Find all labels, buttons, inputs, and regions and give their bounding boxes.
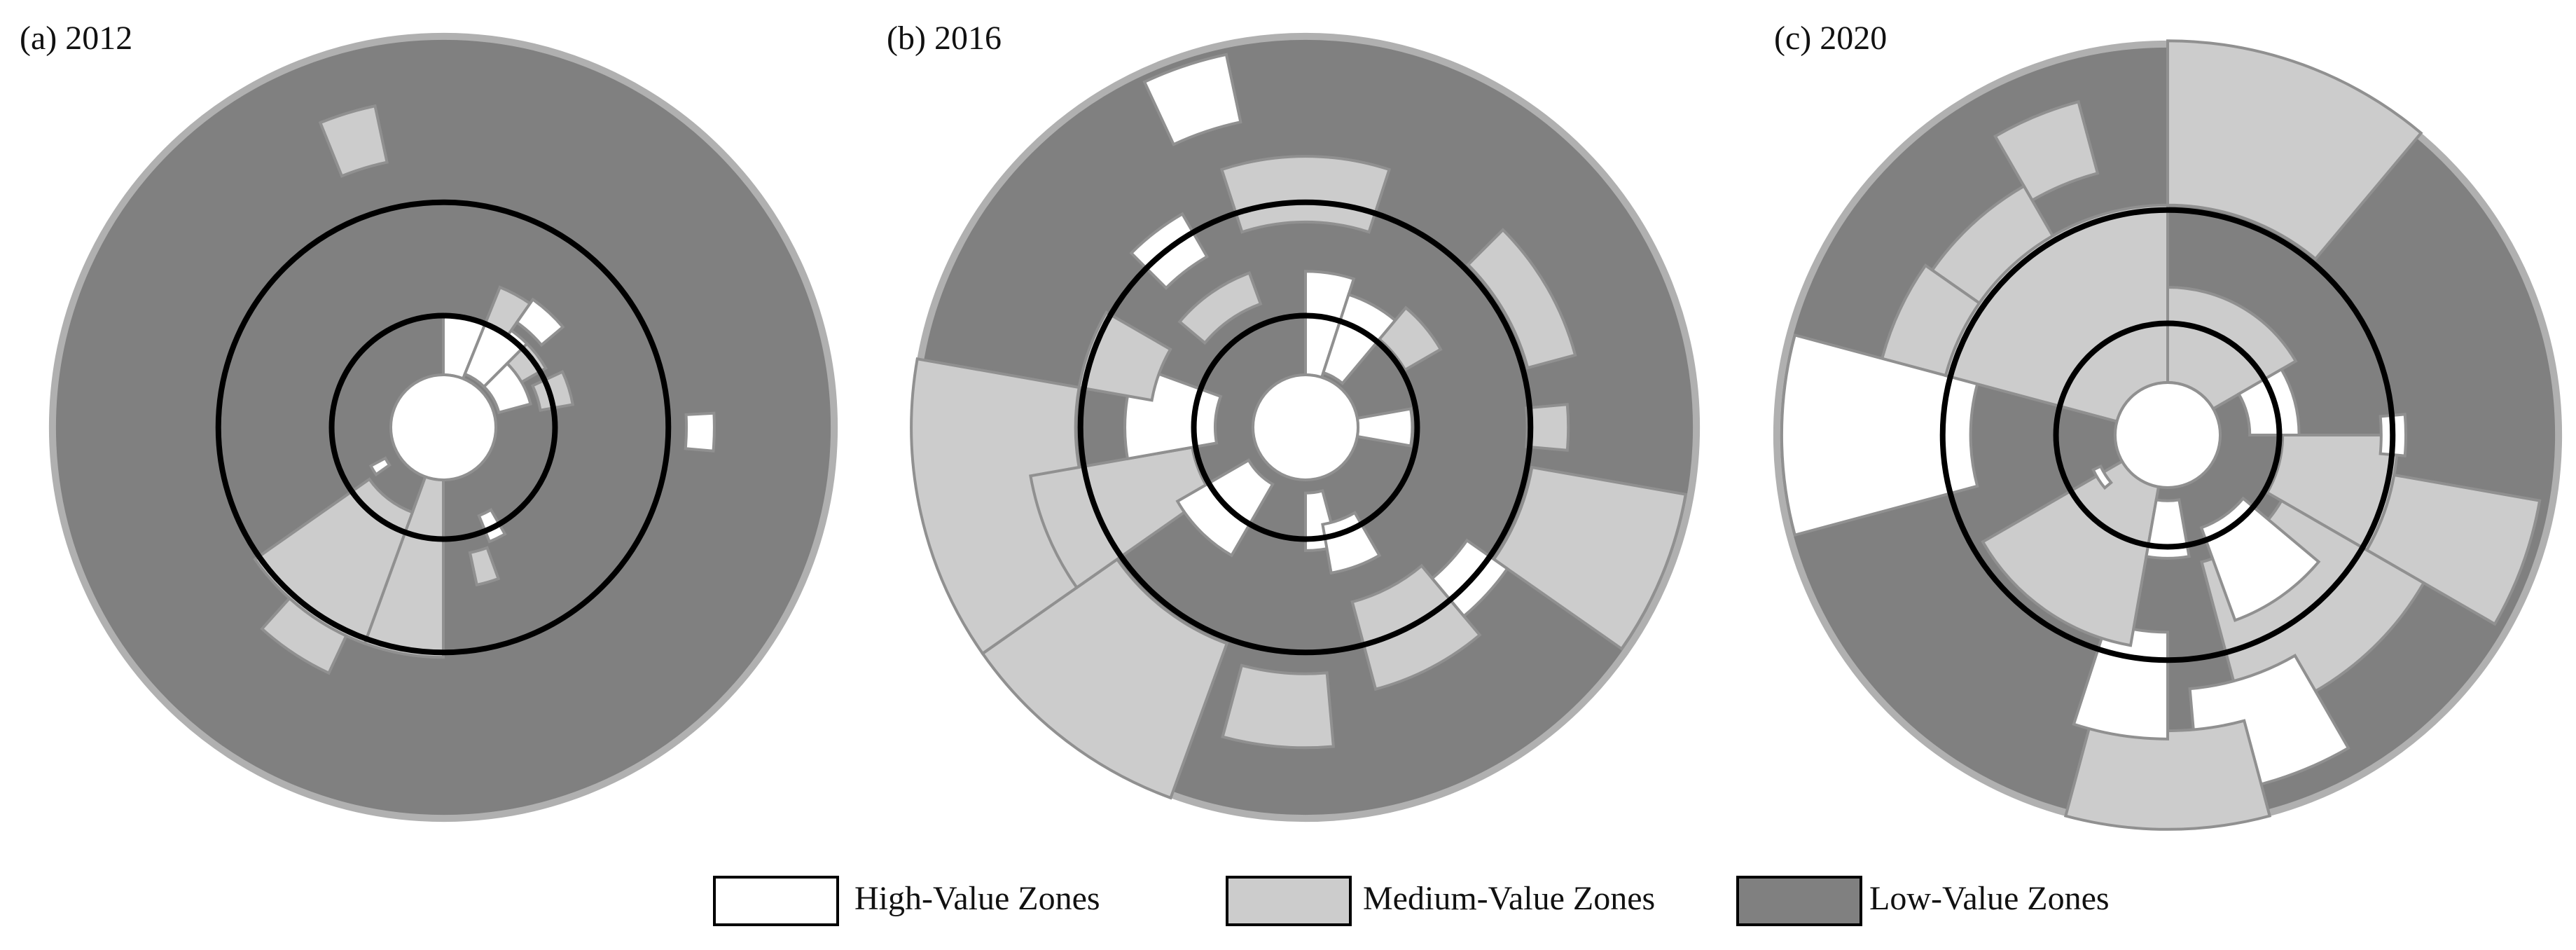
legend-swatch — [1226, 876, 1352, 926]
zone-sector — [1525, 403, 1570, 452]
center-hole — [2113, 380, 2222, 490]
zone-sector — [1780, 333, 1979, 537]
legend-label: Medium-Value Zones — [1363, 880, 1655, 917]
zone-sector — [1142, 53, 1242, 146]
zone-sector — [515, 297, 565, 347]
zone-sector — [1466, 228, 1577, 370]
legend: High-Value Zones Medium-Value Zones Low-Va… — [713, 876, 2110, 926]
zone-sector — [2166, 39, 2423, 261]
ring — [1191, 312, 1420, 542]
legend-label: Low-Value Zones — [1869, 880, 2110, 917]
zone-sector — [1221, 663, 1336, 750]
zone-sector — [505, 341, 548, 385]
ring — [2053, 320, 2283, 550]
zone-sector — [468, 546, 501, 587]
radial-panel — [910, 32, 1701, 822]
zone-sector — [1377, 305, 1443, 372]
zone-sector — [2364, 473, 2542, 626]
center-hole — [1251, 373, 1360, 482]
ring — [215, 199, 672, 656]
zone-sector — [1177, 271, 1263, 345]
zone-sector — [684, 411, 716, 453]
zone-sector — [260, 596, 348, 675]
zone-sector — [2063, 719, 2272, 831]
center-hole — [389, 373, 498, 482]
ring — [1077, 199, 1534, 656]
radial-panel — [48, 32, 838, 822]
panel-title: (b) 2016 — [887, 20, 1002, 57]
ring — [328, 312, 558, 542]
zone-sector — [1219, 155, 1392, 234]
zone-sector — [2091, 464, 2113, 490]
legend-swatch — [1736, 876, 1862, 926]
zone-sector — [2072, 621, 2169, 741]
ring — [1939, 207, 2396, 663]
zone-sector — [1993, 99, 2100, 202]
zone-sector — [1350, 563, 1482, 691]
zone-sector — [1492, 465, 1688, 651]
legend-label: High-Value Zones — [854, 880, 1100, 917]
panel-title: (c) 2020 — [1774, 20, 1887, 57]
zone-sector — [368, 456, 392, 477]
legend-swatch — [713, 876, 839, 926]
zone-sector — [1321, 511, 1382, 575]
radial-panel — [1773, 39, 2563, 831]
zone-sector — [1029, 446, 1214, 590]
zone-sector — [318, 104, 389, 178]
panel-title: (a) 2012 — [20, 20, 132, 57]
